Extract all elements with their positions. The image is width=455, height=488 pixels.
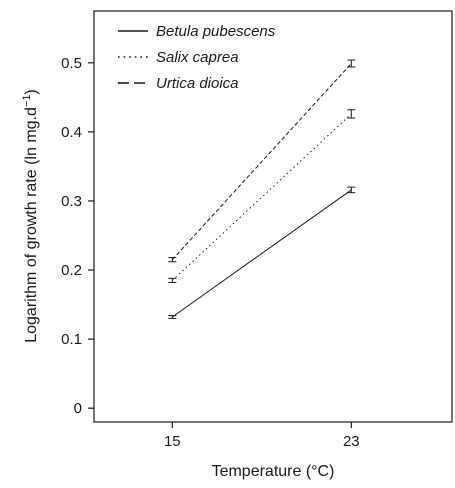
y-tick-label: 0.4 [61, 124, 82, 141]
plot-frame [93, 10, 453, 423]
series-line-3 [171, 63, 352, 261]
error-bar [168, 315, 177, 319]
error-bar [347, 186, 356, 194]
x-tick-label: 15 [164, 433, 181, 450]
series-layer [168, 59, 356, 319]
error-bar [347, 59, 356, 68]
legend-label-1: Betula pubescens [156, 23, 276, 40]
legend: Betula pubescens Salix caprea Urtica dioic… [118, 23, 276, 92]
legend-label-3: Urtica dioica [156, 75, 239, 92]
y-tick-label: 0.1 [61, 331, 82, 348]
y-axis: 0 0.1 0.2 0.3 0.4 0.5 [61, 55, 94, 417]
error-bar [168, 257, 177, 263]
error-bar [347, 109, 356, 119]
x-axis-label: Temperature (°C) [212, 463, 335, 480]
y-tick-label: 0.2 [61, 262, 82, 279]
series-line-2 [171, 113, 352, 281]
y-tick-label: 0.5 [61, 55, 82, 72]
y-tick-label: 0.3 [61, 193, 82, 210]
y-axis-label-superscript: −1 [21, 95, 33, 108]
y-tick-label: 0 [74, 400, 82, 417]
legend-label-2: Salix caprea [156, 49, 239, 66]
x-tick-label: 23 [343, 433, 360, 450]
x-axis: 15 23 [164, 422, 360, 450]
y-axis-label-close: ) [23, 89, 40, 94]
y-axis-label-main: Logarithm of growth rate (ln mg.d [23, 107, 40, 343]
y-axis-label: Logarithm of growth rate (ln mg.d−1) [21, 89, 40, 343]
error-bar [168, 277, 177, 283]
series-line-1 [172, 189, 352, 318]
